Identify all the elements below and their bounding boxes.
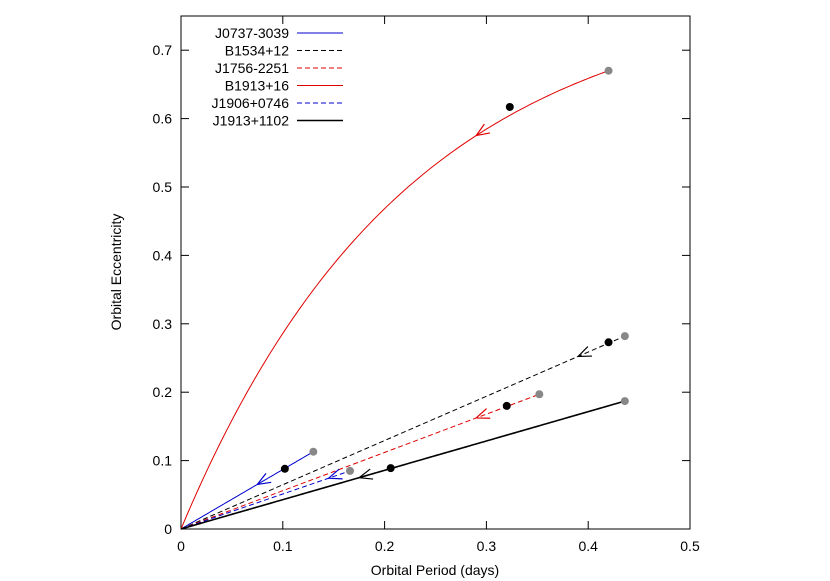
current-marker bbox=[505, 102, 514, 111]
x-tick-label: 0.2 bbox=[375, 538, 395, 554]
y-tick-label: 0.6 bbox=[153, 111, 173, 127]
series-arrow bbox=[357, 468, 374, 480]
plot-frame bbox=[180, 15, 691, 530]
current-marker bbox=[386, 464, 395, 473]
series-arrow bbox=[474, 123, 491, 137]
series-arrow bbox=[255, 473, 272, 486]
y-tick-label: 0.7 bbox=[153, 42, 173, 58]
start-marker bbox=[535, 390, 544, 399]
series-line bbox=[180, 335, 626, 530]
series-arrow bbox=[474, 408, 491, 419]
y-tick-label: 0 bbox=[164, 521, 172, 537]
start-marker bbox=[620, 332, 629, 341]
start-marker bbox=[604, 66, 613, 75]
x-tick-label: 0 bbox=[177, 538, 185, 554]
x-tick-label: 0.4 bbox=[578, 538, 598, 554]
legend-label: B1913+16 bbox=[225, 78, 289, 94]
legend-label: B1534+12 bbox=[225, 43, 289, 59]
x-tick-label: 0.3 bbox=[477, 538, 497, 554]
series-curves bbox=[180, 70, 626, 530]
series-line bbox=[180, 451, 314, 530]
current-marker bbox=[502, 401, 511, 410]
start-marker bbox=[620, 397, 629, 406]
x-axis-label: Orbital Period (days) bbox=[371, 562, 499, 578]
x-tick-label: 0.1 bbox=[273, 538, 293, 554]
y-tick-label: 0.1 bbox=[153, 453, 173, 469]
series-line bbox=[180, 70, 609, 530]
series-markers bbox=[280, 66, 629, 475]
series-line bbox=[180, 470, 351, 530]
start-marker bbox=[309, 447, 318, 456]
y-tick-label: 0.4 bbox=[153, 247, 173, 263]
series-line bbox=[180, 400, 626, 530]
y-tick-label: 0.3 bbox=[153, 316, 173, 332]
start-marker bbox=[345, 466, 354, 475]
x-tick-label: 0.5 bbox=[680, 538, 700, 554]
legend-label: J1906+0746 bbox=[212, 95, 290, 111]
current-marker bbox=[604, 338, 613, 347]
tick-labels: 0 0.1 0.2 0.3 0.4 0.5 0 0.1 0.2 0.3 0.4 0.5 0.6 0.7 bbox=[153, 42, 700, 554]
y-axis-label: Orbital Eccentricity bbox=[108, 214, 124, 331]
y-tick-label: 0.2 bbox=[153, 384, 173, 400]
legend-label: J1756-2251 bbox=[215, 60, 289, 76]
series-arrow bbox=[327, 468, 343, 480]
legend-label: J1913+1102 bbox=[213, 113, 290, 129]
y-tick-label: 0.5 bbox=[153, 179, 173, 195]
legend-label: J0737-3039 bbox=[215, 25, 289, 41]
series-arrow bbox=[576, 346, 593, 358]
current-marker bbox=[280, 464, 289, 473]
